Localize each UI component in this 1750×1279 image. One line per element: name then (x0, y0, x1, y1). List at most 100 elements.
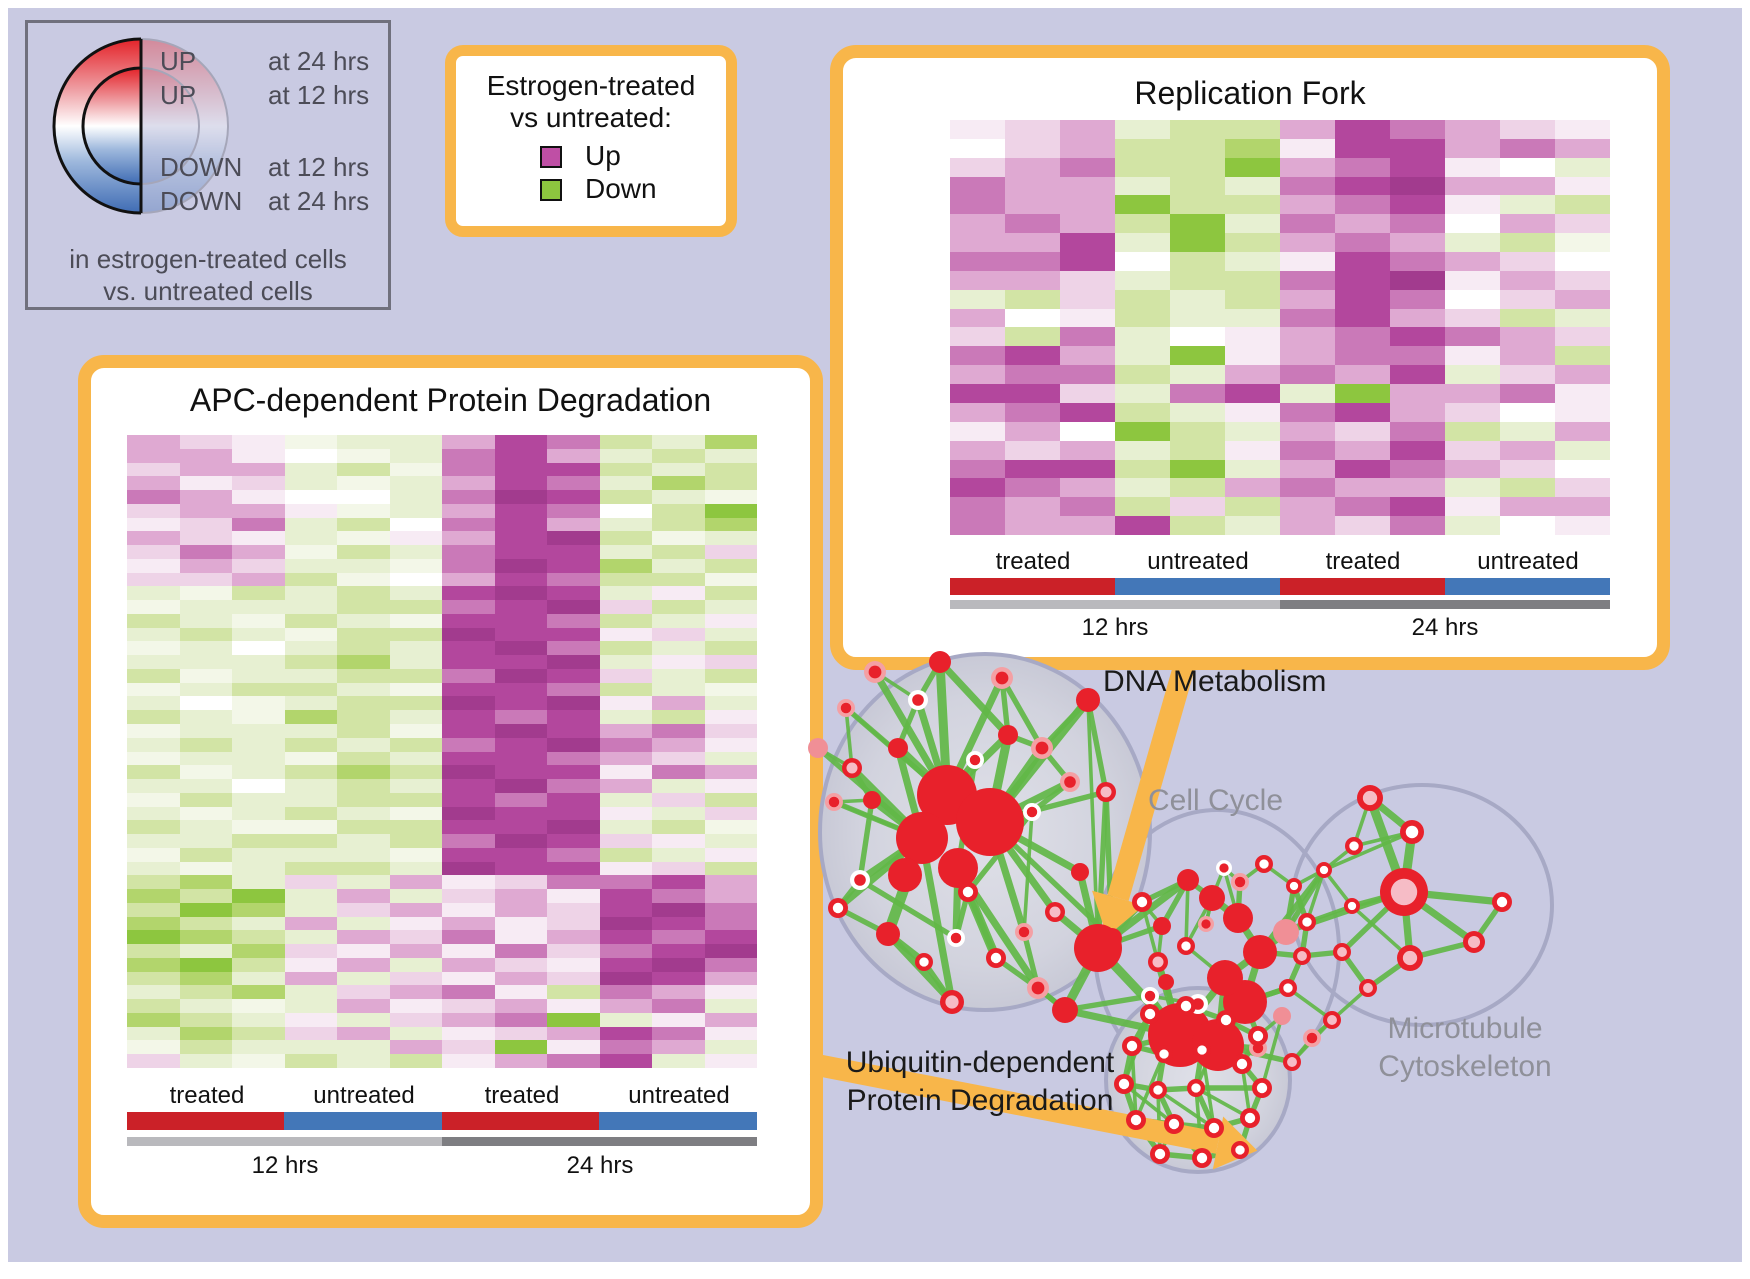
heatmap-cell (232, 558, 285, 573)
heatmap-cell (337, 1040, 390, 1055)
heatmap-cell (704, 558, 757, 573)
heatmap-cell (652, 641, 705, 656)
heatmap-cell (704, 586, 757, 601)
heatmap-cell (1335, 195, 1390, 215)
heatmap-cell (1170, 138, 1225, 158)
heatmap-cell (1555, 195, 1610, 215)
heatmap-cell (599, 999, 652, 1013)
heatmap-cell (494, 820, 547, 835)
heatmap-cell (337, 723, 390, 738)
heatmap-cell (652, 710, 705, 724)
heatmap-cell (337, 490, 390, 504)
heatmap-cell (337, 682, 390, 697)
heatmap-cell (599, 944, 652, 958)
heatmap-cell (1500, 289, 1555, 309)
heatmap-cell (1390, 270, 1445, 290)
heatmap-cell (389, 435, 442, 449)
heatmap-cell (284, 1026, 337, 1041)
heatmap-cell (1500, 459, 1555, 479)
heatmap-cell (179, 1040, 232, 1055)
heatmap-cell (652, 779, 705, 793)
heatmap-cell (1115, 120, 1170, 139)
heatmap-cell (547, 985, 600, 1000)
heatmap-cell (284, 641, 337, 656)
heatmap-cell (652, 861, 705, 876)
apc-title: APC-dependent Protein Degradation (189, 382, 712, 418)
heatmap-cell (179, 600, 232, 614)
heatmap-cell (1060, 459, 1115, 479)
heatmap-cell (1500, 478, 1555, 498)
heatmap-cell (337, 655, 390, 669)
heatmap-cell (1445, 365, 1500, 385)
heatmap-cell (442, 737, 495, 752)
heatmap-cell (1170, 157, 1225, 177)
heatmap-cell (389, 1026, 442, 1041)
heatmap-cell (1555, 327, 1610, 347)
heatmap-cell (1225, 327, 1280, 347)
heatmap-cell (652, 1040, 705, 1055)
heatmap-cell (232, 545, 285, 559)
heatmap-cell (1390, 138, 1445, 158)
heatmap-cell (652, 834, 705, 848)
cluster-label-cell-cycle: Cell Cycle (1148, 784, 1284, 817)
heatmap-cell (1005, 270, 1060, 290)
heatmap-cell (337, 916, 390, 931)
heatmap-cell (1060, 327, 1115, 347)
heatmap-cell (1555, 402, 1610, 422)
heatmap-cell (284, 820, 337, 835)
heatmap-cell (1445, 308, 1500, 328)
heatmap-cell (284, 875, 337, 890)
heatmap-cell (179, 999, 232, 1013)
heatmap-cell (337, 613, 390, 628)
heatmap-cell (1390, 308, 1445, 328)
heatmap-cell (179, 737, 232, 752)
heatmap-cell (127, 737, 180, 752)
heatmap-cell (547, 723, 600, 738)
heatmap-cell (442, 476, 495, 491)
heatmap-cell (494, 944, 547, 958)
heatmap-cell (1115, 289, 1170, 309)
heatmap-cell (1005, 459, 1060, 479)
heatmap-cell (547, 916, 600, 931)
heatmap-cell (1390, 327, 1445, 347)
heatmap-cell (127, 847, 180, 862)
heatmap-cell (547, 448, 600, 463)
heatmap-cell (1445, 138, 1500, 158)
heatmap-cell (547, 1012, 600, 1027)
heatmap-cell (1445, 270, 1500, 290)
heatmap-cell (284, 957, 337, 972)
heatmap-cell (547, 847, 600, 862)
heatmap-cell (179, 751, 232, 766)
heatmap-cell (547, 999, 600, 1013)
heatmap-cell (547, 435, 600, 449)
heatmap-cell (127, 586, 180, 601)
heatmap-cell (442, 834, 495, 848)
heatmap-cell (442, 600, 495, 614)
heatmap-cell (389, 600, 442, 614)
heatmap-cell (547, 613, 600, 628)
heatmap-cell (127, 627, 180, 642)
heatmap-cell (1170, 270, 1225, 290)
heatmap-cell (599, 668, 652, 683)
heatmap-cell (1280, 440, 1335, 460)
heatmap-cell (179, 834, 232, 848)
heatmap-cell (179, 985, 232, 1000)
heatmap-cell (1390, 497, 1445, 517)
heatmap-cell (494, 490, 547, 504)
heatmap-cell (1170, 402, 1225, 422)
heatmap-cell (1445, 289, 1500, 309)
heatmap-cell (389, 985, 442, 1000)
heatmap-cell (652, 682, 705, 697)
heatmap-cell (127, 889, 180, 903)
heatmap-cell (337, 902, 390, 917)
heatmap-cell (389, 806, 442, 821)
heatmap-cell (1280, 384, 1335, 403)
heatmap-cell (1225, 384, 1280, 403)
heatmap-cell (127, 944, 180, 958)
heatmap-cell (599, 490, 652, 504)
heatmap-cell (1335, 365, 1390, 385)
heatmap-cell (442, 435, 495, 449)
heatmap-cell (442, 627, 495, 642)
heatmap-cell (704, 572, 757, 587)
heatmap-cell (179, 668, 232, 683)
